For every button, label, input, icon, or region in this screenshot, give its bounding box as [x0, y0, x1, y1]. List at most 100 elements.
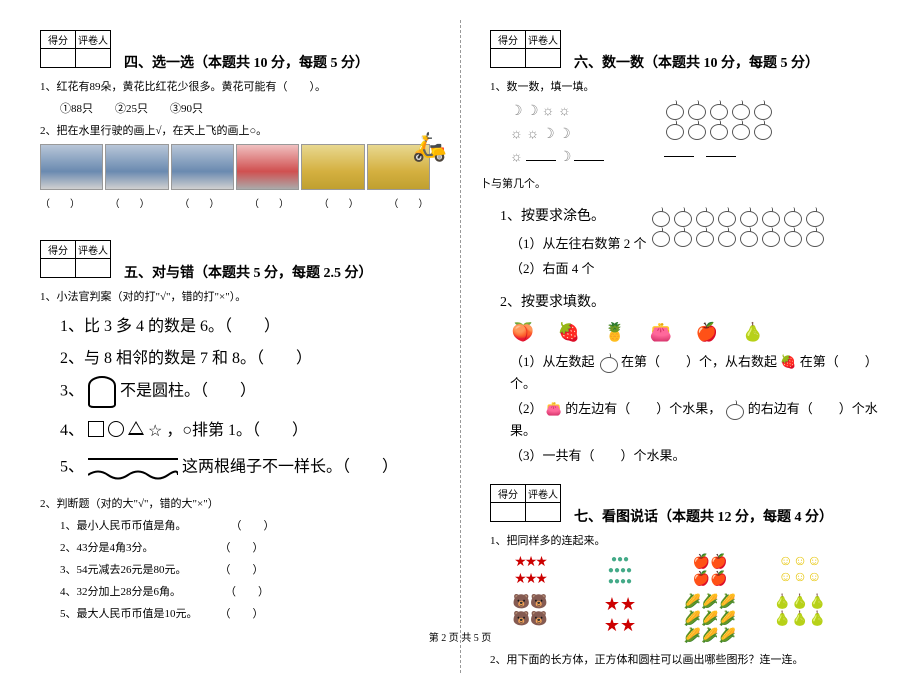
q5-l3: 3、 不是圆柱。（ ）	[60, 376, 450, 408]
moon-icon-2: ☽ ☽	[542, 127, 571, 142]
red-apples-icon: 🍎🍎🍎🍎	[680, 554, 740, 588]
q4-1-opts: ①88只 ②25只 ③90只	[60, 100, 450, 116]
q6-c1a: （1）从左往右数第 2 个	[510, 233, 650, 252]
section-4-title: 四、选一选（本题共 10 分，每题 5 分）	[124, 52, 369, 72]
apple-grid-2	[650, 207, 824, 283]
section-7-title: 七、看图说话（本题共 12 分，每题 4 分）	[574, 506, 833, 526]
q5-l4-pre: 4、	[60, 422, 84, 439]
score-box-5: 得分评卷人	[40, 240, 111, 278]
q5-p2-5: 5、最大人民币币值是10元。 （ ）	[60, 605, 450, 621]
left-column: 得分评卷人 四、选一选（本题共 10 分，每题 5 分） 1、红花有89朵，黄花…	[20, 20, 450, 673]
bag-inline-icon: 👛	[546, 401, 562, 416]
q5-l3-post: 不是圆柱。（ ）	[120, 383, 256, 400]
score-box-4: 得分评卷人	[40, 30, 111, 68]
section-5: 得分评卷人 五、对与错（本题共 5 分，每题 2.5 分） 1、小法官判案（对的…	[20, 230, 450, 621]
q7-1: 1、把同样多的连起来。	[490, 532, 900, 548]
c2b-pre: （2）	[510, 401, 543, 416]
q6-c1b: （2）右面 4 个	[510, 258, 650, 277]
q4-2: 2、把在水里行驶的画上√，在天上飞的画上○。	[40, 122, 450, 138]
paren-3: （ ）	[249, 195, 311, 210]
stars-icon: ★★★★★★	[500, 554, 560, 588]
sun-icon: ☼ ☼	[542, 104, 571, 119]
star-icon: ☆	[148, 421, 162, 441]
right-column: 得分评卷人 六、数一数（本题共 10 分，每题 5 分） 1、数一数，填一填。 …	[470, 20, 900, 673]
score-label-7: 得分	[491, 485, 526, 503]
peach-icon: 🍑	[510, 319, 536, 345]
moon-sun-row-1: ☽ ☽ ☼ ☼	[510, 100, 604, 123]
triangle-icon	[128, 421, 144, 435]
q5-l3-pre: 3、	[60, 383, 84, 400]
c2a-mid: 在第（ ）个，从右数起	[621, 354, 777, 369]
apple-blank-1	[664, 156, 694, 157]
q4-parens: （ ） （ ） （ ） （ ） （ ） （ ）	[40, 195, 450, 210]
grader-label: 评卷人	[76, 31, 111, 49]
q5-p2-3: 3、54元减去26元是80元。 （ ）	[60, 561, 450, 577]
q5-l5: 5、 这两根绳子不一样长。（ ）	[60, 449, 450, 486]
sun-icon-3: ☼	[510, 150, 523, 165]
strawberry-icon: 🍓	[556, 319, 582, 345]
column-separator	[460, 20, 461, 673]
grader-label-6: 评卷人	[526, 31, 561, 49]
apple-blank-2	[706, 156, 736, 157]
q6-1: 1、数一数，填一填。	[490, 78, 900, 94]
sun-icon-2: ☼ ☼	[510, 127, 539, 142]
score-box-7: 得分评卷人	[490, 484, 561, 522]
bag-icon: 👛	[648, 319, 674, 345]
section-5-title: 五、对与错（本题共 5 分，每题 2.5 分）	[124, 262, 373, 282]
q6-c2c: （3）一共有（ ）个水果。	[510, 445, 900, 464]
vehicle-plane-icon	[171, 144, 234, 190]
q6-c1: 1、按要求涂色。	[500, 205, 650, 225]
q5-l2: 2、与 8 相邻的数是 7 和 8。（ ）	[60, 344, 450, 368]
moon-icon: ☽ ☽	[510, 104, 539, 119]
paren-0: （ ）	[40, 195, 102, 210]
section-4: 得分评卷人 四、选一选（本题共 10 分，每题 5 分） 1、红花有89朵，黄花…	[20, 20, 450, 210]
fruit-row: 🍑 🍓 🍍 👛 🍎 🍐	[510, 319, 900, 345]
apple-inline-icon	[598, 353, 618, 373]
pear-icon: 🍐	[740, 319, 766, 345]
section-6: 得分评卷人 六、数一数（本题共 10 分，每题 5 分） 1、数一数，填一填。 …	[470, 20, 900, 464]
strawb-inline-icon: 🍓	[780, 354, 796, 369]
score-label-6: 得分	[491, 31, 526, 49]
connect-row-1: ★★★★★★ ●●●●●●●●●●● 🍎🍎🍎🍎 ☺☺☺☺☺☺	[500, 554, 870, 588]
vehicle-ferry-icon	[105, 144, 168, 190]
moon-icon-3: ☽	[559, 150, 572, 165]
q5-l5-pre: 5、	[60, 459, 84, 476]
rope-wavy-icon	[88, 468, 178, 482]
q5-p2-2: 2、43分是4角3分。 （ ）	[60, 539, 450, 555]
paren-1: （ ）	[110, 195, 172, 210]
moon-sun-row-3: ☼ ☽	[510, 146, 604, 169]
square-icon	[88, 421, 104, 437]
grader-label-5: 评卷人	[76, 241, 111, 259]
blank-sun	[526, 160, 556, 161]
moon-sun-row-2: ☼ ☼ ☽ ☽	[510, 123, 604, 146]
shape-row: ☆	[88, 421, 162, 441]
q4-1: 1、红花有89朵，黄花比红花少很多。黄花可能有（ ）。	[40, 78, 450, 94]
q6-c2b: （2） 👛 的左边有（ ）个水果， 的右边有（ ）个水果。	[510, 398, 900, 439]
q5-p2-1: 1、最小人民币币值是角。 （ ）	[60, 517, 450, 533]
q5-l1: 1、比 3 多 4 的数是 6。（ ）	[60, 312, 450, 336]
q5-l4-post: ，○排第 1。（ ）	[166, 422, 308, 439]
pineapple-icon: 🍍	[602, 319, 628, 345]
apple-grid	[664, 100, 772, 169]
q5-part2: 2、判断题（对的大"√"，错的大"×"）	[40, 495, 450, 511]
page-footer: 第 2 页 共 5 页	[0, 629, 920, 644]
paren-4: （ ）	[319, 195, 381, 210]
q5-l5-post: 这两根绳子不一样长。（ ）	[182, 459, 398, 476]
apple-icon: 🍎	[694, 319, 720, 345]
q7-2: 2、用下面的长方体，正方体和圆柱可以画出哪些图形？连一连。	[490, 651, 900, 667]
paren-5: （ ）	[388, 195, 450, 210]
grader-label-7: 评卷人	[526, 485, 561, 503]
q5-p2-4: 4、32分加上28分是6角。 （ ）	[60, 583, 450, 599]
c2a-pre: （1）从左数起	[510, 354, 595, 369]
vehicle-roller-icon	[301, 144, 364, 190]
score-label-5: 得分	[41, 241, 76, 259]
score-box-6: 得分评卷人	[490, 30, 561, 68]
q5-l4: 4、 ☆ ，○排第 1。（ ）	[60, 416, 450, 441]
q6-c2a: （1）从左数起 在第（ ）个，从右数起 🍓 在第（ ）个。	[510, 351, 900, 392]
bike-icon: 🛵	[412, 130, 462, 170]
section-6-title: 六、数一数（本题共 10 分，每题 5 分）	[574, 52, 819, 72]
paren-2: （ ）	[179, 195, 241, 210]
blank-moon	[574, 160, 604, 161]
cup-icon	[88, 376, 116, 408]
vehicle-images	[40, 144, 430, 190]
